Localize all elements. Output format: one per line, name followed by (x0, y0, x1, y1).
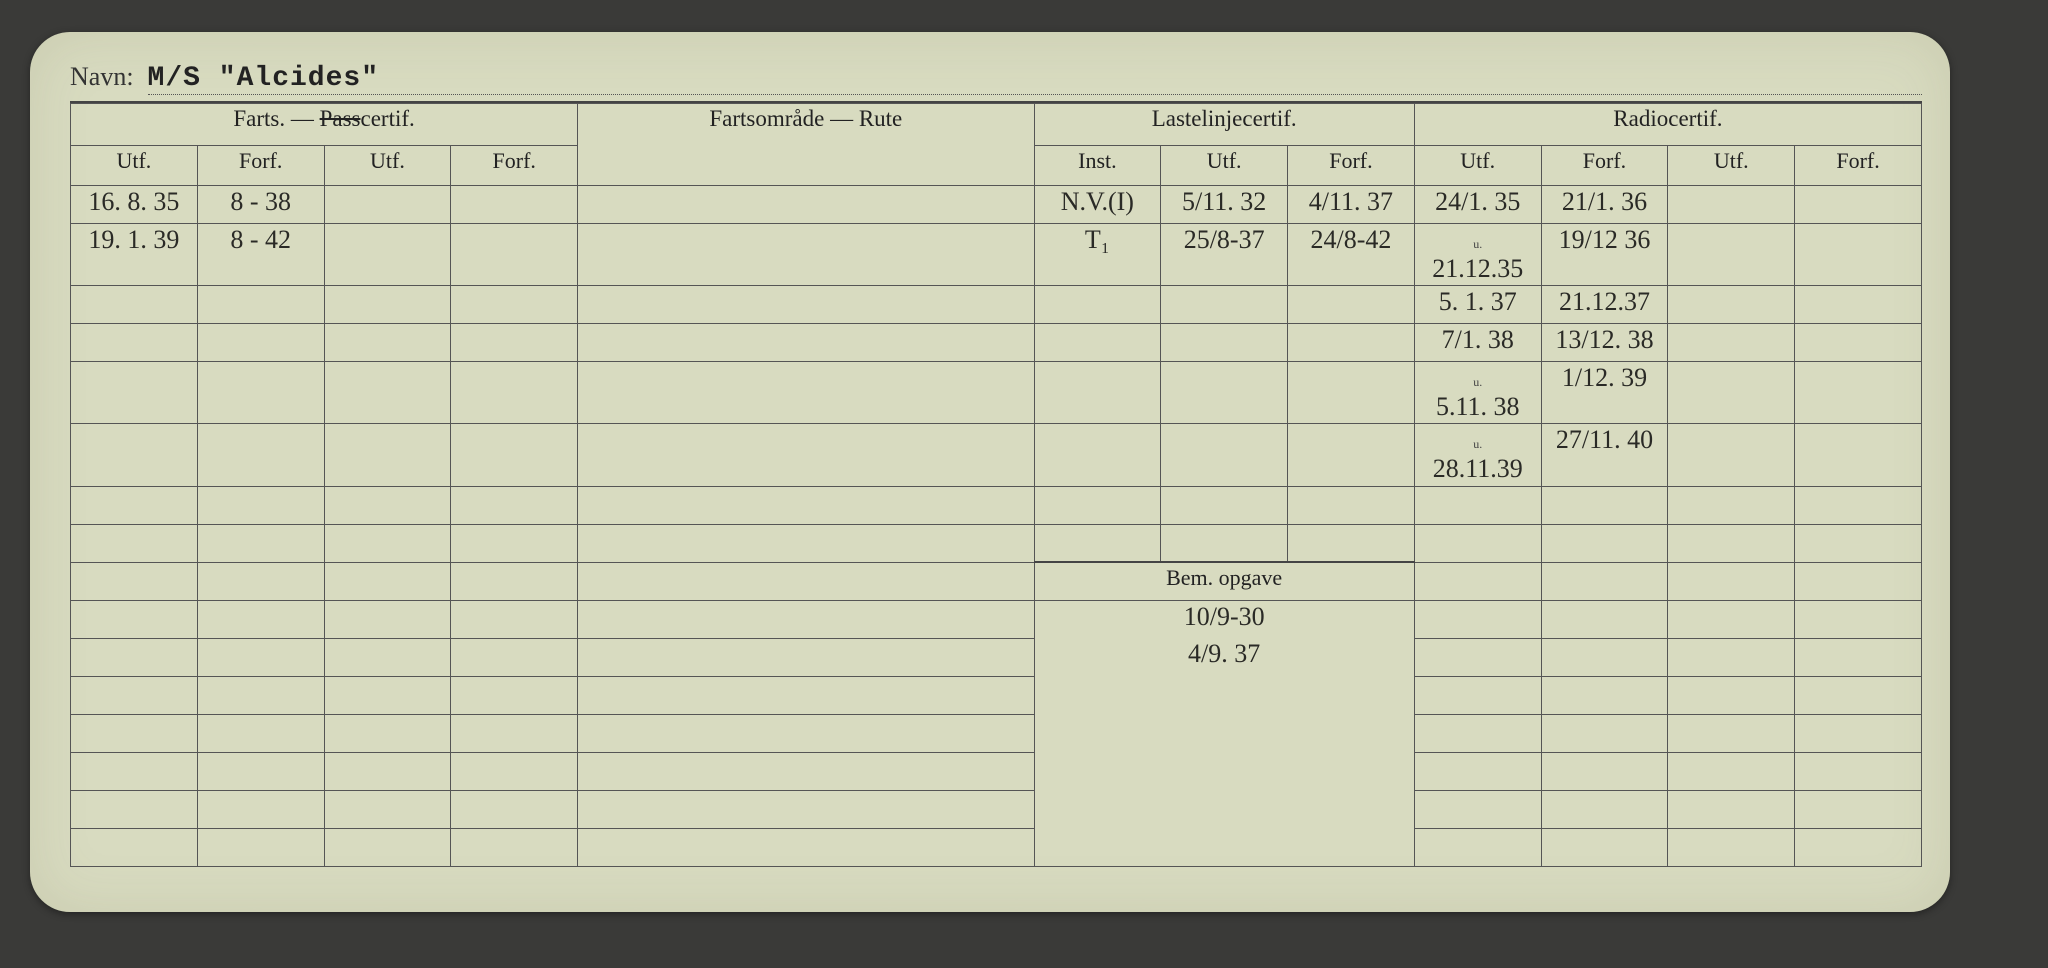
bem-empty (1034, 828, 1414, 866)
data-row: 10/9-30 (71, 600, 1922, 638)
data-row (71, 752, 1922, 790)
radio-forf: 21/1. 36 (1541, 186, 1668, 224)
radio-forf: 1/12. 39 (1541, 362, 1668, 424)
radio-forf: 19/12 36 (1541, 224, 1668, 286)
data-row: 16. 8. 35 8 - 38 N.V.(I) 5/11. 32 4/11. … (71, 186, 1922, 224)
bem-value: 10/9-30 (1034, 600, 1414, 638)
name-row: Navn: M/S "Alcides" (70, 62, 1922, 103)
farts-utf: 16. 8. 35 (71, 186, 198, 224)
laste-utf: 5/11. 32 (1161, 186, 1288, 224)
radio-utf: u.28.11.39 (1414, 424, 1541, 486)
col-farts-forf1: Forf. (197, 146, 324, 186)
ship-name: M/S "Alcides" (148, 63, 1922, 95)
data-row (71, 676, 1922, 714)
data-row: 4/9. 37 (71, 638, 1922, 676)
data-row: Bem. opgave (71, 562, 1922, 600)
group-radio: Radiocertif. (1414, 104, 1921, 146)
bem-empty (1034, 752, 1414, 790)
col-farts-utf2: Utf. (324, 146, 451, 186)
name-label: Navn: (70, 62, 134, 92)
route-cell (578, 186, 1034, 224)
col-radio-utf2: Utf. (1668, 146, 1795, 186)
col-farts-utf1: Utf. (71, 146, 198, 186)
data-row: 19. 1. 39 8 - 42 T₁ 25/8-37 24/8-42 u.21… (71, 224, 1922, 286)
col-radio-forf1: Forf. (1541, 146, 1668, 186)
col-farts-forf2: Forf. (451, 146, 578, 186)
radio-utf: u.5.11. 38 (1414, 362, 1541, 424)
data-row: u.5.11. 38 1/12. 39 (71, 362, 1922, 424)
certificate-table: Farts. — Passcertif. Fartsområde — Rute … (70, 103, 1922, 867)
col-radio-utf1: Utf. (1414, 146, 1541, 186)
data-row: 5. 1. 37 21.12.37 (71, 286, 1922, 324)
empty-cell (1795, 186, 1922, 224)
bem-empty (1034, 676, 1414, 714)
farts-forf: 8 - 38 (197, 186, 324, 224)
empty-cell (1668, 186, 1795, 224)
bem-value: 4/9. 37 (1034, 638, 1414, 676)
radio-forf: 27/11. 40 (1541, 424, 1668, 486)
laste-inst: T₁ (1034, 224, 1161, 286)
data-row (71, 486, 1922, 524)
group-farts: Farts. — Passcertif. (71, 104, 578, 146)
radio-utf: 5. 1. 37 (1414, 286, 1541, 324)
data-row (71, 524, 1922, 562)
laste-inst: N.V.(I) (1034, 186, 1161, 224)
bem-header: Bem. opgave (1034, 562, 1414, 600)
radio-forf: 21.12.37 (1541, 286, 1668, 324)
radio-utf: u.21.12.35 (1414, 224, 1541, 286)
data-row (71, 714, 1922, 752)
bem-empty (1034, 790, 1414, 828)
empty-cell (451, 186, 578, 224)
radio-forf: 13/12. 38 (1541, 324, 1668, 362)
data-row (71, 790, 1922, 828)
ship-prefix: M/S (148, 63, 201, 94)
data-row: u.28.11.39 27/11. 40 (71, 424, 1922, 486)
farts-forf: 8 - 42 (197, 224, 324, 286)
col-laste-utf: Utf. (1161, 146, 1288, 186)
farts-utf: 19. 1. 39 (71, 224, 198, 286)
strike-pass: Pass (320, 106, 361, 131)
group-route: Fartsområde — Rute (578, 104, 1034, 186)
data-row (71, 828, 1922, 866)
ship-title: "Alcides" (219, 63, 379, 94)
col-laste-forf: Forf. (1288, 146, 1415, 186)
radio-utf: 24/1. 35 (1414, 186, 1541, 224)
laste-utf: 25/8-37 (1161, 224, 1288, 286)
empty-cell (324, 186, 451, 224)
data-row: 7/1. 38 13/12. 38 (71, 324, 1922, 362)
radio-utf: 7/1. 38 (1414, 324, 1541, 362)
index-card: Navn: M/S "Alcides" Farts. — Passcertif.… (30, 32, 1950, 912)
group-laste: Lastelinjecertif. (1034, 104, 1414, 146)
col-radio-forf2: Forf. (1795, 146, 1922, 186)
bem-empty (1034, 714, 1414, 752)
laste-forf: 24/8-42 (1288, 224, 1415, 286)
col-laste-inst: Inst. (1034, 146, 1161, 186)
laste-forf: 4/11. 37 (1288, 186, 1415, 224)
